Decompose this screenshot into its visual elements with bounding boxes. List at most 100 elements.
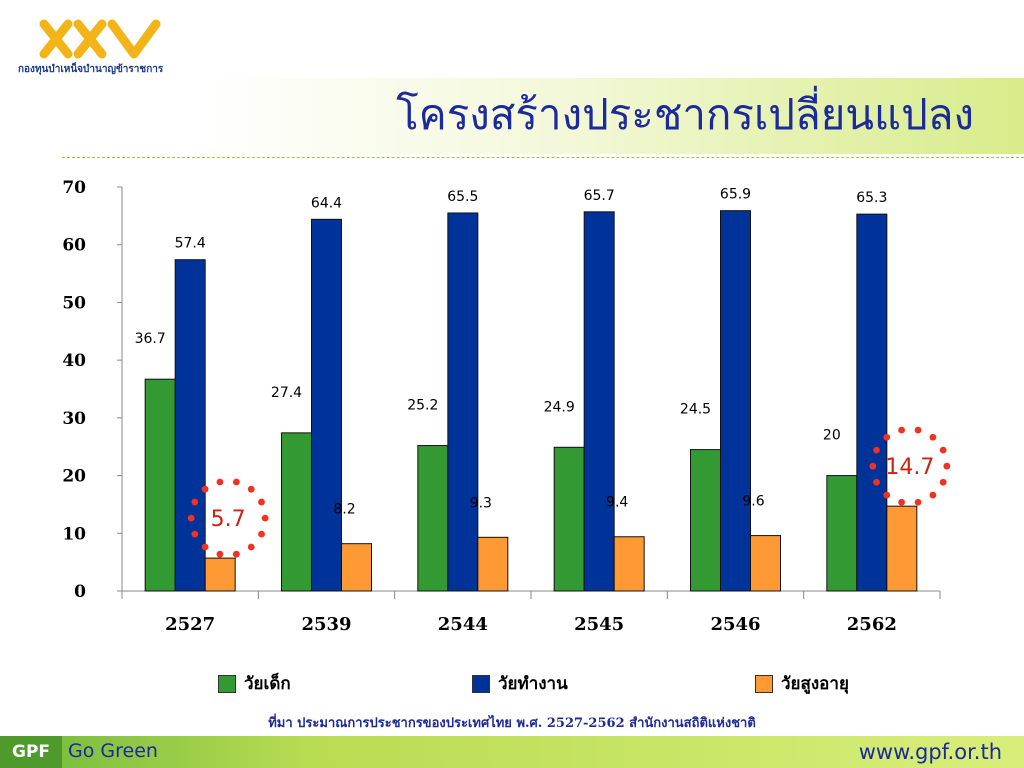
chart-legend: วัยเด็ก วัยทำงาน วัยสูงอายุ bbox=[0, 670, 1024, 694]
highlight-dot bbox=[258, 498, 265, 506]
highlight-dot bbox=[261, 514, 269, 522]
data-label: 24.9 bbox=[544, 399, 575, 415]
highlight-dot bbox=[258, 530, 265, 538]
highlight-dot bbox=[939, 446, 947, 454]
highlight-label: 5.7 bbox=[211, 507, 246, 532]
footer-bar bbox=[0, 736, 1024, 768]
bars-layer bbox=[144, 210, 918, 592]
highlight-dot bbox=[914, 426, 922, 434]
legend-item-elderly: วัยสูงอายุ bbox=[755, 670, 849, 697]
highlight-marker: 5.7 bbox=[187, 478, 269, 558]
data-labels-layer: 36.7 57.4 27.4 64.4 8.2 25.2 65.5 9.3 24.9 65.7 9.… bbox=[135, 187, 888, 518]
data-label: 9.6 bbox=[742, 494, 764, 510]
x-tick-label: 2562 bbox=[847, 614, 897, 635]
bar bbox=[826, 475, 858, 592]
y-tick-label: 30 bbox=[62, 409, 86, 429]
data-label: 65.5 bbox=[447, 189, 478, 205]
bar bbox=[281, 432, 312, 592]
highlight-dot bbox=[216, 478, 224, 486]
legend-swatch-elderly bbox=[755, 674, 773, 693]
y-tick-label: 0 bbox=[74, 582, 86, 602]
highlight-label: 14.7 bbox=[885, 455, 934, 480]
x-tick-label: 2545 bbox=[574, 614, 624, 635]
legend-label-working-age: วัยทำงาน bbox=[498, 674, 568, 694]
axis-layer: 0 10 20 30 40 50 60 70 2527 2539 2544 2545 2546 2562 bbox=[62, 178, 941, 635]
y-tick-label: 10 bbox=[62, 524, 86, 544]
footer-brand: GPF bbox=[0, 736, 62, 768]
highlight-dot bbox=[247, 485, 255, 493]
bar bbox=[750, 535, 781, 592]
highlight-dot bbox=[247, 543, 255, 551]
x-tick-label: 2544 bbox=[438, 614, 488, 635]
data-label: 8.2 bbox=[333, 502, 355, 518]
bar bbox=[311, 218, 342, 592]
bar bbox=[613, 536, 645, 592]
data-label: 65.9 bbox=[720, 187, 751, 203]
data-label: 65.7 bbox=[584, 188, 615, 204]
data-label: 65.3 bbox=[856, 190, 887, 206]
data-label: 57.4 bbox=[175, 236, 206, 252]
highlight-dot bbox=[883, 433, 891, 441]
y-tick-label: 70 bbox=[62, 178, 86, 198]
x-tick-label: 2527 bbox=[165, 614, 215, 635]
y-tick-label: 20 bbox=[62, 467, 86, 487]
data-label: 24.5 bbox=[680, 402, 711, 418]
title-divider bbox=[62, 157, 1024, 158]
y-tick-label: 50 bbox=[62, 293, 86, 313]
bar bbox=[417, 445, 449, 592]
highlight-dot bbox=[216, 550, 224, 558]
highlight-dot bbox=[898, 426, 905, 434]
data-label: 25.2 bbox=[407, 398, 438, 414]
highlight-dot bbox=[201, 543, 209, 551]
highlight-dot bbox=[943, 462, 951, 470]
highlight-dot bbox=[191, 498, 199, 506]
legend-item-working-age: วัยทำงาน bbox=[472, 670, 568, 697]
highlight-dot bbox=[883, 491, 891, 499]
legend-item-children: วัยเด็ก bbox=[218, 670, 291, 697]
legend-swatch-children bbox=[218, 674, 236, 693]
bar bbox=[174, 259, 206, 592]
highlight-dot bbox=[929, 491, 937, 499]
y-tick-label: 60 bbox=[62, 236, 86, 256]
highlight-dot bbox=[201, 485, 209, 493]
bar bbox=[553, 446, 585, 592]
data-label: 27.4 bbox=[271, 385, 302, 401]
bar bbox=[144, 378, 176, 592]
x-tick-label: 2546 bbox=[710, 614, 760, 635]
highlight-dot bbox=[187, 514, 195, 522]
bar bbox=[720, 210, 751, 592]
page-title: โครงสร้างประชากรเปลี่ยนแปลง bbox=[396, 90, 974, 139]
highlight-dot bbox=[873, 478, 880, 486]
highlights-layer: 5.7 14.7 bbox=[187, 426, 951, 558]
highlight-dot bbox=[869, 462, 877, 470]
title-band bbox=[200, 78, 1024, 154]
bar bbox=[477, 536, 509, 592]
bar bbox=[204, 557, 236, 592]
legend-label-children: วัยเด็ก bbox=[244, 674, 291, 694]
bar bbox=[341, 543, 372, 592]
logo-subtitle: กองทุนบำเหน็จบำนาญข้าราชการ bbox=[18, 64, 164, 75]
legend-label-elderly: วัยสูงอายุ bbox=[781, 674, 849, 694]
data-label: 36.7 bbox=[135, 331, 166, 347]
gpf-logo bbox=[39, 19, 161, 59]
highlight-dot bbox=[191, 530, 199, 538]
x-tick-label: 2539 bbox=[301, 614, 351, 635]
bar bbox=[856, 213, 888, 592]
bar bbox=[690, 449, 721, 592]
data-label: 9.3 bbox=[470, 495, 492, 511]
legend-swatch-working-age bbox=[472, 674, 490, 693]
highlight-dot bbox=[232, 478, 240, 486]
highlight-dot bbox=[232, 550, 240, 558]
data-label: 64.4 bbox=[311, 195, 342, 211]
bar bbox=[447, 212, 479, 592]
footer-slogan: Go Green bbox=[68, 740, 158, 762]
highlight-dot bbox=[939, 478, 947, 486]
y-tick-label: 40 bbox=[62, 351, 86, 371]
data-label: 20 bbox=[823, 428, 841, 444]
data-label: 9.4 bbox=[606, 495, 628, 511]
bar bbox=[583, 211, 615, 592]
source-note: ที่มา ประมาณการประชากรของประเทศไทย พ.ศ. … bbox=[268, 716, 756, 731]
footer-website-link[interactable]: www.gpf.or.th bbox=[858, 740, 1002, 764]
highlight-dot bbox=[929, 433, 937, 441]
highlight-dot bbox=[898, 498, 905, 506]
